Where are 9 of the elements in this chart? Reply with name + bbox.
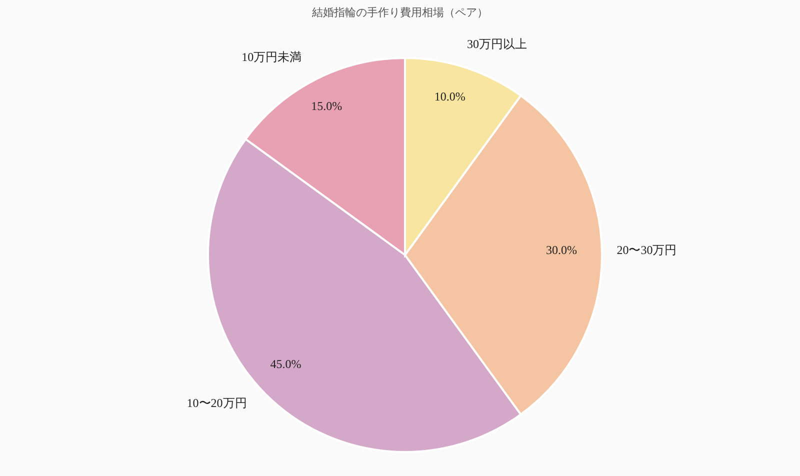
data-label: 10.0%	[434, 89, 466, 104]
data-label: 30.0%	[546, 243, 578, 257]
slice-label: 10〜20万円	[186, 396, 247, 410]
data-label: 15.0%	[311, 99, 342, 114]
data-label: 45.0%	[270, 357, 302, 372]
slice-label: 10万円未満	[242, 50, 302, 64]
chart-title: 結婚指輪の手作り費用相場（ペア）	[311, 6, 489, 21]
slice-label: 30万円以上	[466, 36, 527, 51]
slice-label: 20〜30万円	[616, 243, 677, 257]
